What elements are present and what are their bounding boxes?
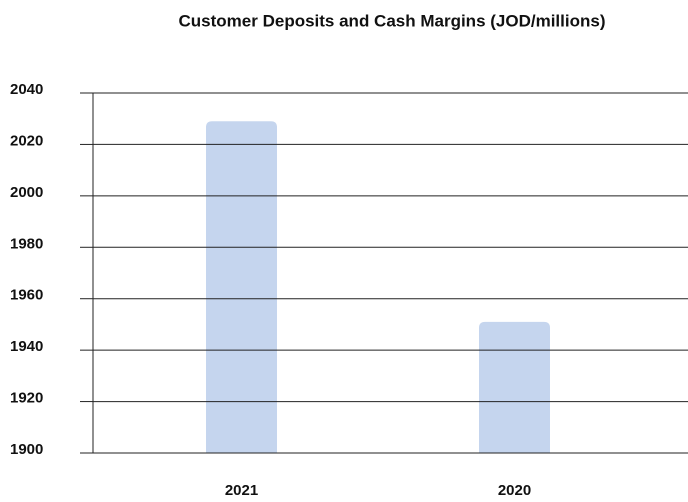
x-tick-label: 2021 (225, 482, 258, 499)
y-tick-label: 1920 (10, 390, 43, 407)
x-tick-label: 2020 (498, 482, 531, 499)
y-tick-label: 2020 (10, 132, 43, 149)
y-tick-label: 2000 (10, 184, 43, 201)
bar (206, 121, 277, 454)
y-tick-label: 2040 (10, 81, 43, 98)
y-tick-label: 1940 (10, 338, 43, 355)
y-tick-label: 1980 (10, 235, 43, 252)
chart-title: Customer Deposits and Cash Margins (JOD/… (179, 11, 606, 30)
y-tick-label: 1960 (10, 287, 43, 304)
bar (479, 321, 550, 453)
y-tick-label: 1900 (10, 441, 43, 458)
